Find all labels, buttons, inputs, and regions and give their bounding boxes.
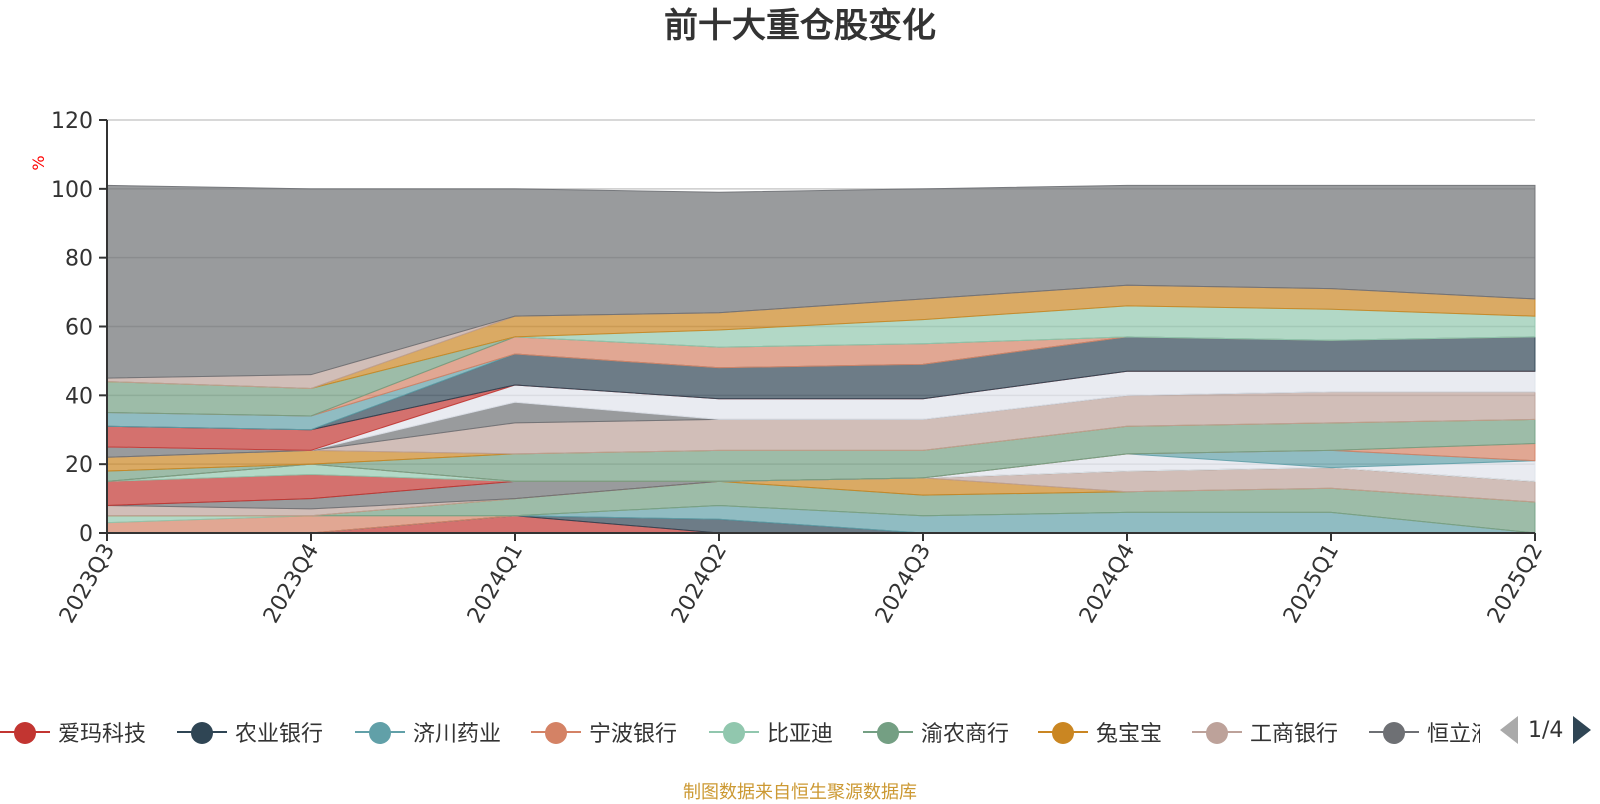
legend-page-indicator: 1/4 [1528,717,1564,743]
y-tick-label: 80 [65,247,93,272]
legend-item[interactable]: 济川药业 [355,712,501,752]
legend-label: 工商银行 [1250,722,1339,747]
legend-label: 爱玛科技 [58,722,147,747]
legend-item[interactable]: 工商银行 [1192,712,1338,752]
x-tick-label: 2024Q1 [463,540,528,628]
legend-label: 兔宝宝 [1096,722,1163,747]
legend-swatch-icon [1038,722,1088,744]
legend-next-page-icon[interactable] [1573,716,1592,744]
legend-item[interactable]: 农业银行 [177,712,323,752]
x-tick-label: 2024Q4 [1075,540,1140,628]
legend-swatch-icon [177,722,227,744]
legend-pager: 1/4 [1500,716,1592,744]
y-tick-label: 40 [65,384,93,409]
x-tick-label: 2023Q4 [259,540,324,628]
legend-swatch-icon [863,722,913,744]
legend-label: 宁波银行 [589,722,678,747]
legend-swatch-icon [1369,722,1419,744]
legend: 爱玛科技 农业银行 济川药业 宁波银行 比亚迪 渝农商行 兔宝宝 工商银行 恒立液压 [0,712,1480,752]
x-tick-label: 2024Q2 [667,540,732,628]
legend-item[interactable]: 渝农商行 [863,712,1009,752]
legend-item[interactable]: 宁波银行 [531,712,677,752]
area-series-27 [106,184,1536,379]
y-tick-label: 120 [51,109,93,134]
y-tick-label: 100 [51,178,93,203]
y-tick-label: 20 [65,453,93,478]
legend-item[interactable]: 爱玛科技 [0,712,146,752]
source-note: 制图数据来自恒生聚源数据库 [683,782,917,803]
legend-swatch-icon [355,722,405,744]
legend-item[interactable]: 兔宝宝 [1038,712,1162,752]
y-tick-label: 0 [79,522,93,547]
x-tick-label: 2024Q3 [871,540,936,628]
legend-prev-page-icon[interactable] [1500,716,1518,744]
x-tick-label: 2023Q3 [55,540,120,628]
y-tick-label: 60 [65,316,93,341]
legend-label: 恒立液压 [1427,722,1480,747]
legend-item[interactable]: 恒立液压 [1369,712,1480,752]
legend-label: 比亚迪 [767,722,834,747]
legend-swatch-icon [709,722,759,744]
legend-label: 济川药业 [413,722,502,747]
legend-swatch-icon [0,722,50,744]
x-tick-label: 2025Q2 [1483,540,1548,628]
legend-swatch-icon [1192,722,1242,744]
legend-swatch-icon [531,722,581,744]
y-axis-unit-label: % [29,155,48,170]
legend-item[interactable]: 比亚迪 [709,712,833,752]
stacked-areas [106,184,1536,534]
legend-label: 农业银行 [235,722,324,747]
chart-title: 前十大重仓股变化 [664,6,936,46]
x-tick-label: 2025Q1 [1279,540,1344,628]
legend-label: 渝农商行 [921,722,1010,747]
